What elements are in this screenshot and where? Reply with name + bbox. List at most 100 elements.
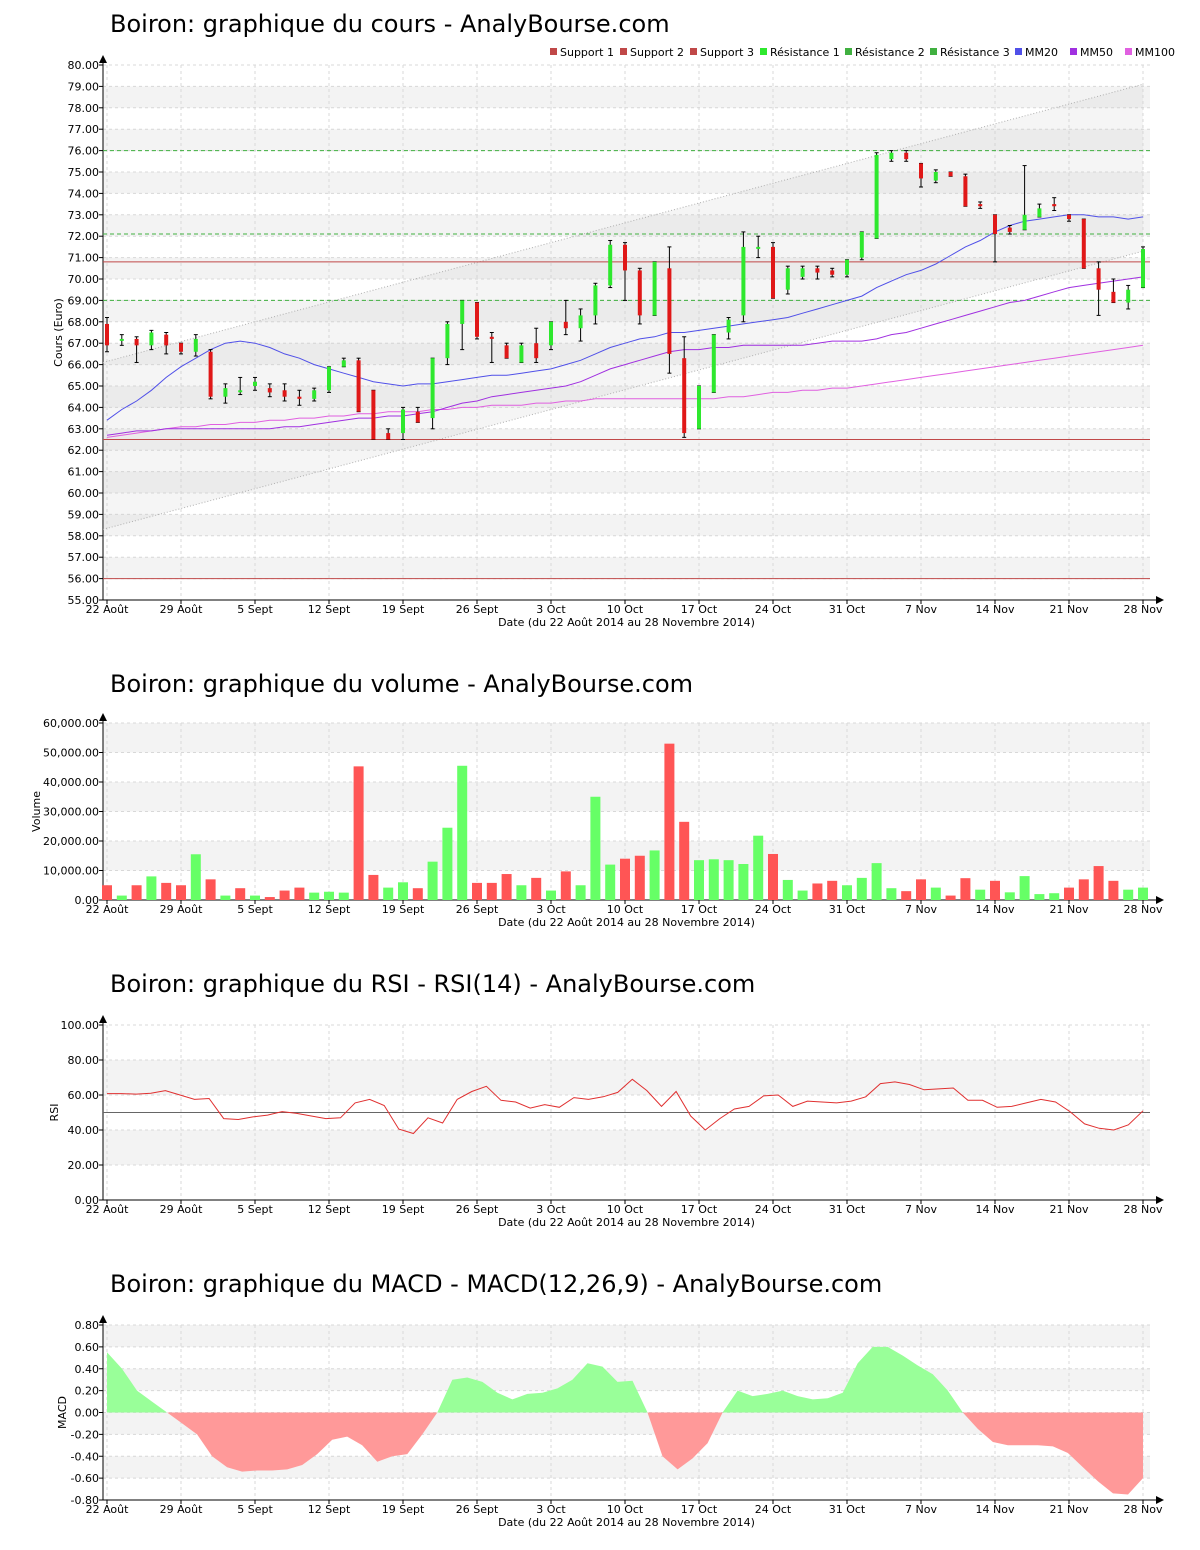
volume-bar — [102, 885, 112, 900]
y-tick-label: 67.00 — [68, 337, 100, 350]
candle — [208, 349, 213, 400]
candle-body — [697, 386, 701, 429]
volume-bar — [516, 885, 527, 900]
volume-bar — [1034, 894, 1045, 900]
x-tick-label: 12 Sept — [308, 1203, 351, 1216]
candle — [933, 169, 938, 184]
y-tick-label: 80.00 — [68, 1054, 100, 1067]
x-tick-label: 22 Août — [86, 1203, 130, 1216]
x-tick-label: 14 Nov — [976, 1503, 1015, 1516]
mm20-line — [106, 214, 1144, 421]
x-tick-label: 22 Août — [86, 603, 130, 616]
y-tick-label: 20,000.00 — [43, 835, 99, 848]
volume-bar — [856, 877, 867, 900]
candle — [445, 321, 450, 366]
legend-swatch — [1015, 48, 1022, 55]
x-tick-label: 5 Sept — [237, 1203, 273, 1216]
x-tick-label: 21 Nov — [1050, 1203, 1089, 1216]
candle-body — [904, 152, 909, 160]
volume-bar — [412, 888, 423, 900]
volume-bar — [176, 885, 186, 900]
y-axis-arrow — [99, 713, 107, 721]
x-tick-label: 31 Oct — [829, 1203, 866, 1216]
volume-bar — [1078, 879, 1089, 900]
grid-band — [103, 129, 1150, 151]
candle — [179, 342, 183, 355]
x-axis-title: Date (du 22 Août 2014 au 28 Novembre 201… — [498, 916, 755, 929]
x-tick-label: 22 Août — [86, 1503, 130, 1516]
x-tick-label: 28 Nov — [1124, 603, 1163, 616]
y-tick-label: 55.00 — [68, 594, 100, 607]
candle-body — [771, 246, 775, 299]
candle — [223, 383, 228, 404]
volume-bar — [708, 859, 719, 900]
volume-bar — [634, 855, 645, 900]
candle-body — [815, 268, 820, 273]
candle-body — [327, 366, 331, 391]
x-tick-label: 29 Août — [160, 903, 204, 916]
candle-body — [489, 336, 494, 339]
legend-swatch — [760, 48, 767, 55]
candle — [593, 282, 598, 325]
grid-band — [103, 386, 1150, 408]
candle-body — [504, 345, 509, 359]
candle-body — [105, 323, 109, 346]
candle-body — [845, 259, 849, 275]
candle-body — [386, 433, 391, 440]
candle — [889, 150, 894, 162]
candle — [238, 376, 243, 396]
candle — [549, 321, 553, 351]
x-tick-label: 14 Nov — [976, 1203, 1015, 1216]
candle — [119, 334, 124, 346]
candle-body — [149, 332, 154, 346]
x-tick-label: 26 Sept — [456, 1203, 499, 1216]
volume-bar — [575, 885, 586, 900]
y-tick-label: 30,000.00 — [43, 806, 99, 819]
x-tick-label: 7 Nov — [905, 903, 937, 916]
y-tick-label: 40.00 — [68, 1124, 100, 1137]
volume-bar — [1019, 876, 1030, 900]
candle — [963, 173, 968, 207]
volume-bar — [990, 880, 1000, 900]
candle-body — [534, 343, 539, 359]
candle-body — [267, 388, 272, 393]
candle — [874, 152, 879, 239]
grid-band — [103, 1325, 1150, 1347]
candle-body — [933, 172, 938, 181]
x-tick-label: 14 Nov — [976, 903, 1015, 916]
x-tick-label: 31 Oct — [829, 603, 866, 616]
volume-bar — [1049, 893, 1060, 900]
volume-bar — [842, 885, 852, 900]
grid-band — [103, 782, 1150, 812]
candle-body — [800, 268, 805, 277]
volume-bar — [1093, 866, 1104, 900]
candle — [297, 389, 302, 406]
candle — [371, 389, 376, 440]
y-axis-arrow — [99, 1015, 107, 1023]
x-tick-label: 10 Oct — [607, 1503, 644, 1516]
candle — [978, 201, 983, 209]
legend-label: Résistance 2 — [855, 46, 925, 59]
candle-body — [415, 411, 420, 423]
macd-negative-area — [167, 1412, 438, 1472]
candle-body — [371, 390, 376, 440]
volume-bar — [220, 895, 231, 900]
y-tick-label: 58.00 — [68, 530, 100, 543]
volume-bar — [442, 827, 453, 900]
candle-body — [297, 396, 302, 399]
volume-panel: Boiron: graphique du volume - AnalyBours… — [0, 660, 1200, 940]
mm100-line — [106, 344, 1144, 438]
y-axis-arrow — [99, 55, 107, 63]
x-tick-label: 21 Nov — [1050, 603, 1089, 616]
candle-body — [1126, 289, 1131, 303]
candle — [193, 334, 198, 357]
volume-bar — [324, 891, 334, 900]
candle-body — [726, 319, 731, 333]
grid-band — [103, 514, 1150, 536]
candle — [1067, 214, 1071, 222]
volume-bar — [590, 796, 601, 900]
volume-bar — [472, 882, 482, 900]
volume-bar — [427, 861, 438, 900]
x-tick-label: 17 Oct — [681, 903, 718, 916]
legend-swatch — [1070, 48, 1077, 55]
